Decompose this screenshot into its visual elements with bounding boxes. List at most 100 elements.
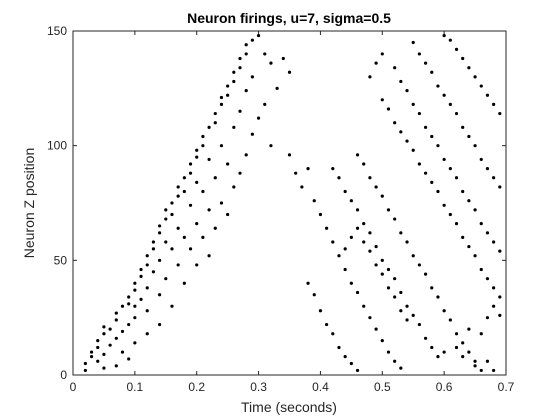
spike-point: [331, 167, 335, 171]
y-axis: 0 50 100 150: [47, 24, 506, 382]
x-tick-label: 0.6: [436, 380, 453, 394]
spike-point: [442, 203, 446, 207]
spike-point: [492, 240, 496, 244]
spike-point: [461, 341, 465, 345]
spike-point: [467, 244, 471, 249]
spike-point: [244, 43, 248, 47]
spike-point: [343, 189, 347, 194]
spike-point: [399, 290, 403, 295]
spike-point: [263, 102, 267, 106]
spike-point: [133, 281, 137, 285]
spike-point: [454, 332, 459, 336]
spike-point: [386, 286, 391, 290]
spike-point: [380, 272, 384, 276]
x-axis-label: Time (seconds): [241, 399, 337, 415]
spike-point: [325, 226, 329, 230]
spike-point: [195, 155, 199, 159]
spike-point: [405, 89, 409, 93]
spike-point: [287, 153, 292, 157]
spike-point: [343, 355, 347, 359]
spike-point: [318, 212, 323, 217]
spike-point: [188, 203, 193, 207]
spike-point: [386, 208, 391, 212]
spike-point: [232, 185, 236, 189]
spike-point: [368, 75, 372, 79]
spike-point: [492, 286, 496, 290]
spike-point: [133, 304, 137, 308]
spike-point: [83, 368, 87, 373]
spike-point: [473, 75, 477, 79]
spike-point: [108, 327, 112, 331]
spike-point: [182, 235, 186, 239]
spike-point: [386, 350, 391, 354]
spike-point: [89, 355, 94, 359]
spike-point: [232, 79, 236, 84]
spike-point: [176, 226, 180, 230]
spike-point: [454, 222, 459, 226]
spike-point: [182, 189, 186, 194]
spike-point: [213, 226, 217, 230]
spike-point: [213, 176, 217, 180]
spike-point: [145, 263, 149, 267]
spike-point: [349, 199, 353, 203]
spike-point: [473, 208, 477, 212]
spike-point: [411, 40, 415, 45]
spike-point: [256, 33, 261, 38]
spike-point: [158, 293, 162, 297]
spike-point: [430, 134, 434, 139]
spike-point: [127, 302, 131, 306]
spike-point: [300, 185, 304, 189]
spike-point: [362, 240, 366, 244]
spike-point: [461, 189, 465, 194]
spike-point: [417, 162, 421, 166]
spike-point: [485, 167, 490, 171]
spike-point: [355, 208, 360, 212]
spike-point: [96, 339, 100, 343]
spike-point: [355, 290, 360, 295]
spike-point: [263, 52, 267, 56]
spike-point: [114, 336, 118, 340]
spike-point: [430, 286, 434, 290]
spike-point: [213, 121, 217, 125]
spike-point: [436, 84, 440, 88]
spike-point: [442, 309, 446, 313]
spike-point: [399, 366, 403, 370]
x-axis: 0 0.1 0.2 0.3 0.4 0.5 0.6 0.7: [70, 31, 515, 394]
spike-point: [349, 281, 353, 285]
spike-point: [436, 295, 440, 299]
spike-point: [337, 176, 341, 180]
spike-point: [83, 361, 87, 366]
spike-point: [102, 325, 106, 329]
spike-point: [127, 295, 131, 299]
spike-point: [467, 327, 471, 331]
spike-point: [226, 93, 230, 97]
spike-point: [393, 121, 397, 125]
spike-point: [139, 267, 143, 272]
spike-point: [498, 313, 502, 317]
spike-point: [250, 38, 254, 42]
spike-point: [448, 102, 452, 106]
spike-point: [362, 304, 366, 308]
spike-point: [405, 318, 409, 322]
x-tick-label: 0.1: [127, 380, 144, 394]
spike-point: [430, 70, 434, 74]
spike-point: [145, 332, 149, 336]
spike-point: [108, 343, 112, 347]
spike-point: [368, 249, 372, 253]
spike-point: [170, 201, 174, 205]
x-tick-label: 0: [70, 380, 77, 394]
spike-point: [442, 93, 446, 97]
spike-point: [473, 359, 477, 363]
y-tick-label: 100: [47, 139, 67, 153]
spike-point: [454, 176, 459, 180]
spike-point: [498, 295, 502, 299]
spike-point: [114, 364, 118, 368]
spike-point: [114, 318, 118, 322]
spike-point: [226, 212, 230, 217]
spike-point: [238, 109, 242, 113]
spike-point: [133, 288, 137, 292]
y-axis-label: Neuron Z position: [21, 148, 37, 259]
spike-point: [442, 33, 446, 38]
chart-title: Neuron firings, u=7, sigma=0.5: [187, 10, 391, 26]
